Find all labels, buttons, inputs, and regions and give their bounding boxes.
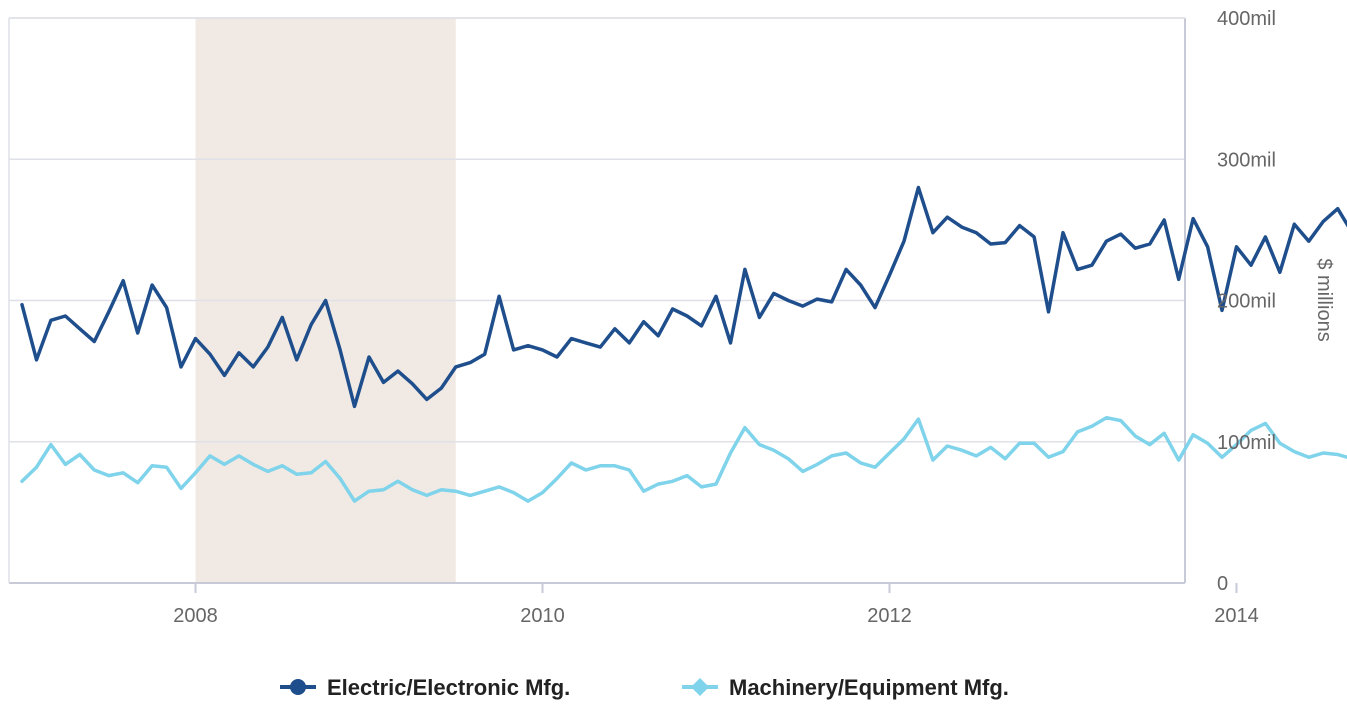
- legend-item-electric-electronic: Electric/Electronic Mfg.: [280, 675, 570, 700]
- x-tick-label: 2010: [520, 605, 565, 627]
- x-tick-label: 2012: [867, 605, 912, 627]
- x-tick-label: 2008: [173, 605, 218, 627]
- x-tick-labels: 2008201020122014201620182020: [173, 605, 1259, 627]
- y-tick-label: 0: [1217, 573, 1228, 595]
- axes-layer: [8, 17, 1238, 593]
- legend: Electric/Electronic Mfg. Machinery/Equipm…: [280, 675, 1009, 700]
- y-tick-labels: 0 100mil 200mil 300mil 400mil: [1217, 8, 1276, 595]
- y-axis-title: $ millions: [1313, 258, 1335, 341]
- legend-marker-diamond: [691, 678, 709, 696]
- series-layer: [20, 185, 1347, 503]
- y-tick-label: 100mil: [1217, 432, 1276, 454]
- gridlines-layer: [9, 17, 1185, 443]
- legend-label: Machinery/Equipment Mfg.: [729, 675, 1009, 700]
- legend-label: Electric/Electronic Mfg.: [327, 675, 570, 700]
- x-tick-label: 2014: [1214, 605, 1259, 627]
- y-tick-label: 400mil: [1217, 8, 1276, 30]
- series-line-machinery-equipment: [20, 415, 1347, 503]
- legend-marker-circle: [290, 679, 306, 695]
- legend-item-machinery-equipment: Machinery/Equipment Mfg.: [682, 675, 1009, 700]
- y-tick-label: 200mil: [1217, 291, 1276, 313]
- series-line-electric-electronic: [20, 185, 1347, 409]
- y-tick-label: 300mil: [1217, 149, 1276, 171]
